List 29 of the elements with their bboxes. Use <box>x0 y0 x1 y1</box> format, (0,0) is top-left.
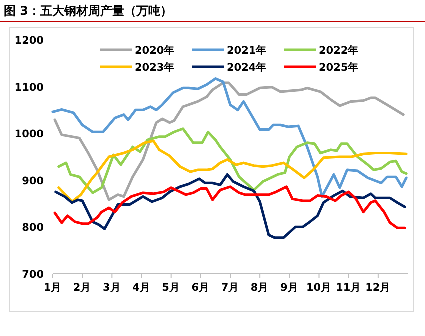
y-tick-label: 800 <box>22 222 44 234</box>
legend-label: 2020年 <box>135 44 176 57</box>
x-tick-label: 1月 <box>44 282 62 294</box>
x-tick-label: 12月 <box>366 282 392 294</box>
legend-label: 2021年 <box>227 44 268 57</box>
x-tick-label: 9月 <box>280 282 299 294</box>
y-tick-label: 700 <box>22 269 44 281</box>
x-tick-label: 7月 <box>221 282 240 294</box>
x-tick-label: 6月 <box>192 282 210 294</box>
legend-label: 2024年 <box>227 61 268 74</box>
x-tick-label: 10月 <box>306 282 332 294</box>
line-series <box>54 173 406 240</box>
legend-label: 2023年 <box>135 61 176 74</box>
line-series <box>58 140 408 204</box>
legend-label: 2022年 <box>319 44 360 57</box>
x-tick-label: 5月 <box>162 282 180 294</box>
chart-title: 图 3：五大钢材周产量（万吨） <box>4 4 173 18</box>
y-tick-label: 900 <box>22 175 44 188</box>
y-tick-label: 1000 <box>14 128 44 141</box>
x-tick-label: 2月 <box>73 282 92 294</box>
y-tick-label: 1100 <box>14 82 44 94</box>
y-tick-label: 1200 <box>14 35 44 47</box>
x-tick-label: 8月 <box>250 282 270 294</box>
x-tick-label: 3月 <box>103 282 122 294</box>
line-series <box>54 186 406 230</box>
line-series <box>58 128 408 194</box>
x-tick-label: 4月 <box>132 282 151 294</box>
legend-label: 2025年 <box>319 61 360 74</box>
x-tick-label: 11月 <box>336 282 362 294</box>
